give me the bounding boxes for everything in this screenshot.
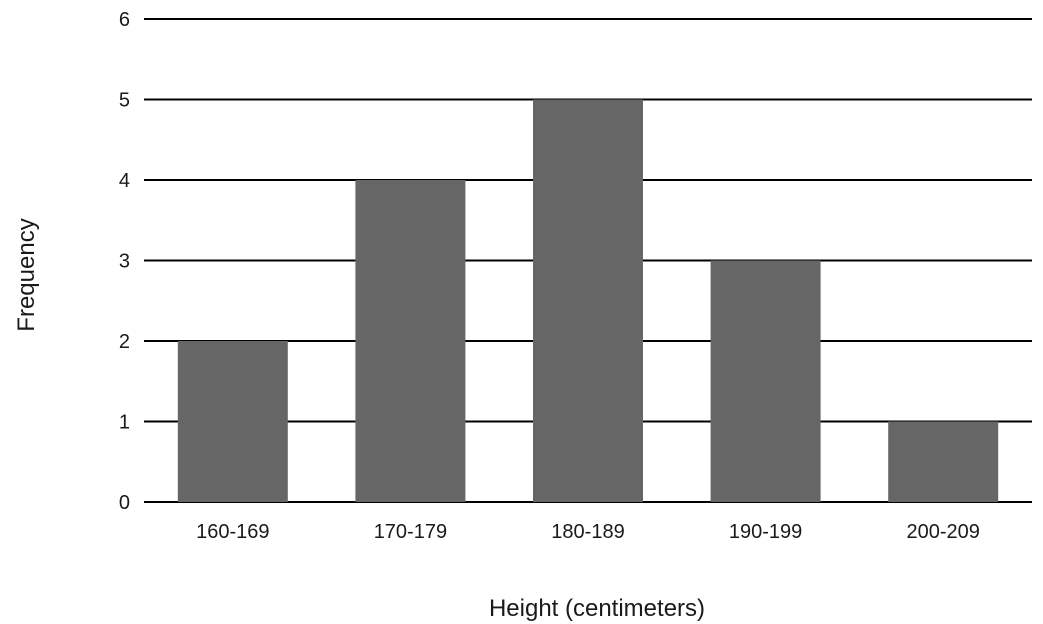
bars [177,99,999,502]
x-tick-label: 200-209 [906,521,979,543]
x-tick-label: 170-179 [374,521,447,543]
x-tick-label: 180-189 [551,521,624,543]
y-tick-label: 2 [119,331,130,353]
bar-190-199 [710,260,821,502]
y-tick-label: 1 [119,412,130,434]
x-tick-label: 190-199 [729,521,802,543]
bar-170-179 [355,180,466,502]
y-axis-title: Frequency [13,218,40,331]
bar-160-169 [177,341,288,502]
x-tick-labels: 160-169 170-179 180-189 190-199 200-209 [196,521,980,543]
x-tick-label: 160-169 [196,521,269,543]
y-tick-label: 4 [119,170,130,192]
y-tick-label: 6 [119,9,130,31]
bar-200-209 [888,421,999,502]
y-tick-label: 0 [119,492,130,514]
bar-180-189 [533,99,643,502]
y-tick-label: 3 [119,251,130,273]
y-tick-labels: 0 1 2 3 4 5 6 [119,9,130,514]
x-axis-title: Height (centimeters) [489,595,705,622]
y-tick-label: 5 [119,90,130,112]
